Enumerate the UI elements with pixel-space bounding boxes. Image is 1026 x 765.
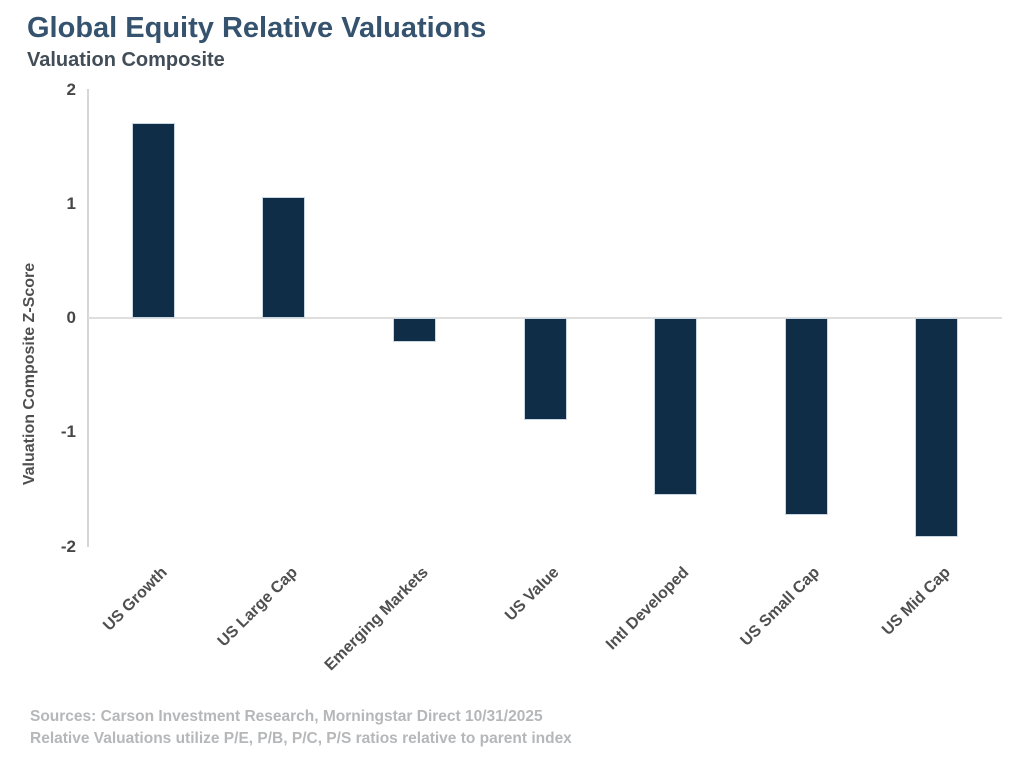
y-tick--2: -2 bbox=[60, 536, 76, 556]
x-label-us-value: US Value bbox=[501, 564, 563, 625]
bar-us-large-cap bbox=[262, 196, 306, 318]
x-label-emerging-markets: Emerging Markets bbox=[321, 564, 432, 675]
y-tick-2: 2 bbox=[66, 79, 76, 99]
y-tick-1: 1 bbox=[66, 193, 76, 213]
y-tick--1: -1 bbox=[60, 422, 76, 442]
x-label-us-large-cap: US Large Cap bbox=[214, 564, 301, 651]
source-footnote: Sources: Carson Investment Research, Mor… bbox=[30, 706, 572, 750]
bar-us-mid-cap bbox=[915, 318, 959, 538]
chart-subtitle: Valuation Composite bbox=[27, 49, 225, 71]
x-label-us-small-cap: US Small Cap bbox=[737, 564, 824, 650]
y-tick-0: 0 bbox=[66, 308, 76, 327]
x-label-us-mid-cap: US Mid Cap bbox=[878, 564, 954, 639]
source-line-2: Relative Valuations utilize P/E, P/B, P/… bbox=[30, 730, 572, 747]
bar-emerging-markets bbox=[392, 318, 436, 342]
x-label-intl-developed: Intl Developed bbox=[603, 564, 693, 654]
bar-us-growth bbox=[131, 122, 175, 318]
x-label-us-growth: US Growth bbox=[99, 564, 171, 635]
bar-intl-developed bbox=[654, 318, 698, 496]
chart-title: Global Equity Relative Valuations bbox=[27, 12, 487, 44]
bar-us-small-cap bbox=[784, 318, 828, 515]
y-axis-title: Valuation Composite Z-Score bbox=[21, 262, 38, 486]
source-line-1: Sources: Carson Investment Research, Mor… bbox=[30, 708, 543, 725]
bar-us-value bbox=[523, 318, 567, 420]
